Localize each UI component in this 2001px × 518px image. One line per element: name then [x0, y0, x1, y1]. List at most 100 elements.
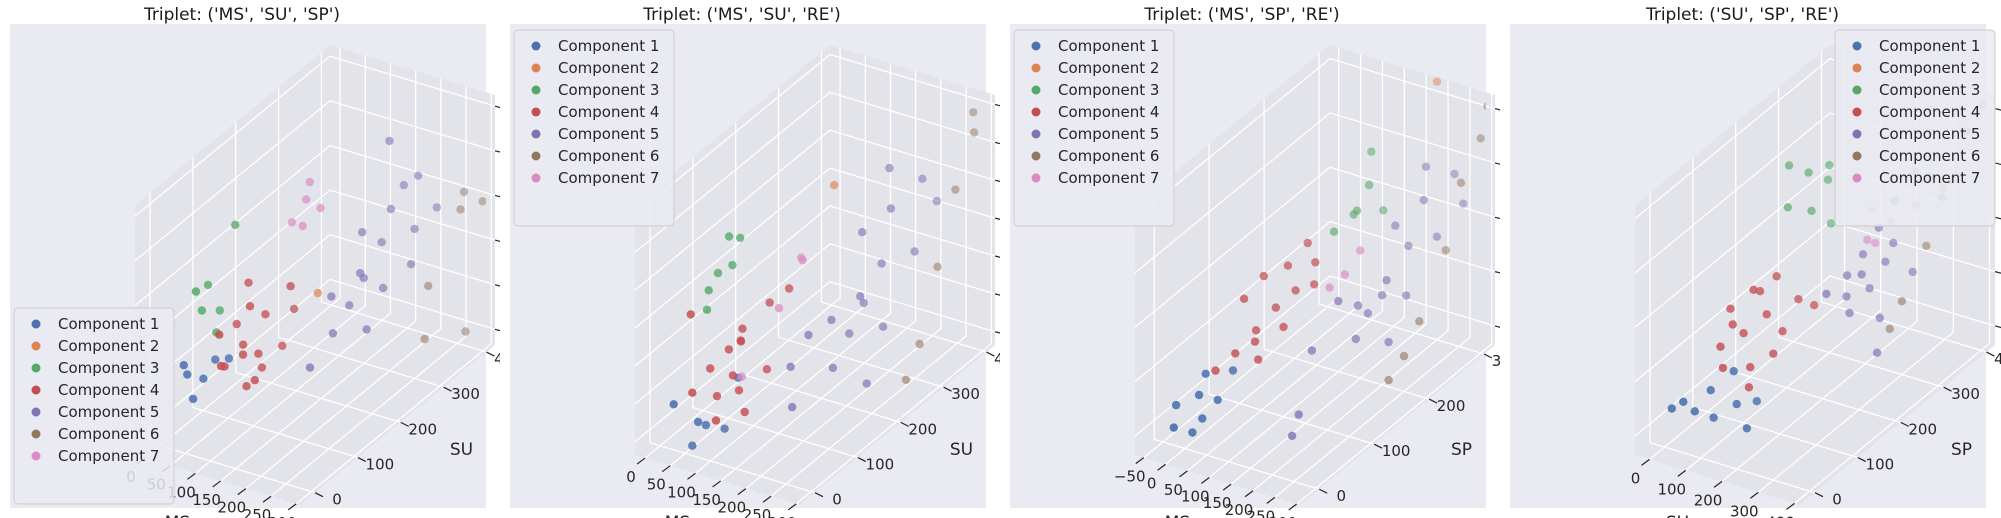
y-tick-label: 100 [1382, 442, 1411, 460]
z-tick-mark [494, 284, 500, 287]
gridline [745, 78, 942, 490]
point-component-5 [1287, 431, 1297, 440]
z-tick-mark [1994, 216, 2001, 220]
z-tick-mark [994, 331, 1000, 334]
point-component-4 [1755, 287, 1765, 296]
point-component-4 [1279, 322, 1288, 332]
x-tick-mark [1200, 477, 1210, 484]
y-axis-label: SU [950, 440, 973, 460]
gridline [1274, 87, 1471, 498]
legend-marker [1031, 41, 1041, 51]
gridline [634, 281, 996, 443]
y-tick-label: 200 [908, 420, 937, 438]
point-component-4 [1769, 349, 1778, 358]
x-axis-label: MS [165, 513, 190, 518]
x-tick-label: 100 [1181, 488, 1210, 506]
point-component-3 [713, 268, 723, 278]
point-component-5 [1334, 296, 1343, 306]
point-component-3 [1364, 180, 1374, 190]
point-component-5 [1432, 232, 1442, 241]
gridline [695, 63, 892, 474]
point-component-1 [1732, 399, 1741, 409]
axes-pane-1 [1635, 295, 1995, 505]
x-tick-mark [287, 503, 297, 511]
legend: Component 1 Component 2 Component 3 Compone… [13, 307, 175, 505]
point-component-5 [345, 301, 354, 310]
z-tick-mark [494, 239, 500, 242]
legend-label: Component 5 [1879, 125, 1980, 143]
point-component-4 [1291, 286, 1300, 295]
point-component-4 [238, 350, 248, 359]
gridline [649, 192, 816, 494]
x-tick-mark [1677, 469, 1687, 477]
point-component-3 [215, 306, 224, 315]
y-tick-label: 0 [1336, 487, 1346, 505]
point-component-1 [1742, 424, 1752, 433]
y-tick-mark [814, 492, 824, 498]
gridline [1208, 67, 1405, 479]
point-component-5 [1377, 291, 1387, 300]
gridline [1187, 60, 1384, 472]
y-tick-mark [900, 421, 909, 427]
y-tick-label: 200 [1437, 397, 1466, 415]
x-tick-label: 150 [1203, 494, 1232, 512]
y-tick-mark [1428, 398, 1438, 404]
point-component-4 [1283, 261, 1293, 270]
y-tick-label: 300 [451, 385, 480, 403]
point-component-6 [969, 108, 978, 117]
y-tick-label: 400 [994, 350, 1000, 368]
gridline [1230, 74, 1427, 485]
gridline [134, 144, 496, 306]
point-component-5 [1421, 162, 1431, 171]
legend-box [1013, 29, 1175, 227]
legend-label: Component 6 [1058, 147, 1159, 165]
point-component-3 [1826, 219, 1836, 228]
gridline [220, 70, 417, 482]
gridline [1134, 275, 1496, 437]
point-component-6 [424, 281, 433, 291]
legend-marker [531, 151, 541, 161]
gridline [1134, 166, 1496, 328]
x-tick-mark [1222, 483, 1232, 491]
gridline [634, 91, 996, 253]
point-component-4 [1739, 329, 1748, 338]
legend-label: Component 4 [58, 381, 159, 399]
point-component-1 [1679, 397, 1688, 406]
legend-label: Component 2 [58, 337, 159, 355]
x-tick-mark [1786, 502, 1795, 510]
z-tick-mark [994, 179, 1000, 183]
point-component-5 [1908, 267, 1917, 277]
point-component-4 [1231, 349, 1240, 358]
x-tick-mark [1244, 490, 1254, 498]
gridline [1153, 189, 1320, 490]
z-tick-mark [1494, 108, 1500, 111]
point-component-1 [720, 424, 729, 433]
point-component-4 [239, 340, 248, 349]
gridline [1318, 54, 1485, 355]
point-component-5 [385, 136, 394, 146]
point-component-4 [254, 349, 263, 358]
point-component-7 [305, 177, 314, 187]
legend-label: Component 5 [558, 125, 659, 143]
x-tick-label: 150 [692, 491, 721, 509]
gridline [720, 70, 917, 482]
point-component-1 [1706, 386, 1715, 395]
legend-label: Component 3 [1058, 81, 1159, 99]
x-tick-mark [212, 480, 222, 488]
point-component-5 [378, 283, 388, 293]
point-component-4 [736, 336, 745, 345]
point-component-1 [1201, 369, 1210, 378]
point-component-5 [877, 259, 886, 268]
point-component-4 [738, 324, 747, 333]
point-component-6 [1476, 134, 1485, 143]
legend-label: Component 1 [558, 37, 659, 55]
gridline [134, 278, 496, 440]
point-component-4 [1259, 271, 1268, 281]
panel-4: Triplet: ('SU', 'SP', 'RE') 0 100 200 300 400… [1510, 5, 2001, 518]
point-component-6 [1441, 246, 1450, 255]
point-component-1 [1194, 390, 1204, 400]
point-component-5 [886, 204, 896, 213]
point-component-5 [1419, 195, 1428, 205]
legend-label: Component 1 [58, 315, 159, 333]
